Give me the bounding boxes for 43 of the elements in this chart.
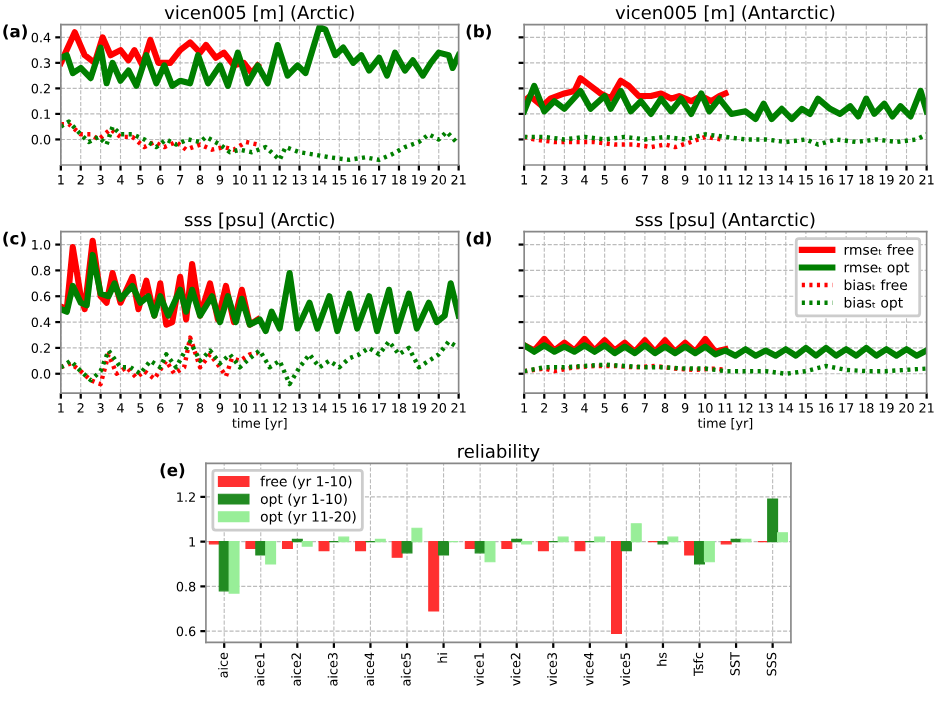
- chart-title: reliability: [458, 444, 540, 462]
- bar: [338, 536, 350, 543]
- bar: [630, 523, 642, 543]
- bar: [281, 541, 293, 549]
- bar: [255, 541, 267, 556]
- line-series: [60, 335, 260, 387]
- chart-title: sss [psu] (Antarctic): [635, 212, 815, 230]
- text: (b): [466, 24, 491, 40]
- text: (e): [160, 463, 185, 479]
- bar: [501, 541, 513, 549]
- bar: [428, 541, 440, 612]
- bar: [318, 541, 330, 552]
- text: (a): [3, 24, 27, 40]
- text: (d): [466, 231, 491, 247]
- bar: [438, 541, 450, 556]
- text: (c): [3, 231, 26, 247]
- line-series: [60, 339, 459, 387]
- bar: [611, 541, 623, 634]
- chart-title: vicen005 [m] (Arctic): [164, 5, 354, 22]
- bar: [401, 541, 413, 554]
- bar: [767, 498, 779, 543]
- bar: [484, 541, 496, 563]
- line-series: [60, 251, 459, 335]
- line-series: [60, 121, 260, 152]
- bar: [355, 541, 367, 552]
- bar: [411, 527, 423, 543]
- bar: [694, 541, 706, 565]
- bar: [464, 541, 476, 549]
- bar: [228, 541, 240, 594]
- bar: [667, 536, 679, 543]
- bar: [777, 532, 789, 543]
- bar: [574, 541, 586, 552]
- chart-title: sss [psu] (Arctic): [184, 212, 334, 230]
- bar: [557, 536, 569, 543]
- bar: [537, 541, 549, 552]
- bar: [245, 541, 257, 549]
- bar: [703, 541, 715, 563]
- bar: [265, 541, 277, 565]
- chart-title: vicen005 [m] (Antarctic): [615, 5, 835, 22]
- bar: [301, 541, 313, 547]
- bar: [620, 541, 632, 552]
- bar: [684, 541, 696, 556]
- bar: [594, 536, 606, 543]
